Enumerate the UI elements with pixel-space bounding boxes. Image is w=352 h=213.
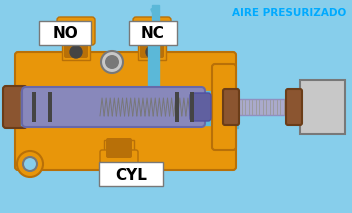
Bar <box>190 92 194 122</box>
Bar <box>21 91 37 125</box>
Bar <box>48 92 52 122</box>
Bar <box>138 38 166 60</box>
Circle shape <box>70 46 82 58</box>
Bar <box>148 22 159 102</box>
Bar <box>175 92 179 122</box>
Circle shape <box>17 151 43 177</box>
FancyBboxPatch shape <box>22 87 205 127</box>
Bar <box>291 99 305 115</box>
Text: CYL: CYL <box>115 167 147 183</box>
FancyBboxPatch shape <box>100 150 138 168</box>
Bar <box>62 38 90 60</box>
FancyBboxPatch shape <box>106 138 132 158</box>
Bar <box>21 91 232 125</box>
Circle shape <box>101 51 123 73</box>
FancyBboxPatch shape <box>99 162 163 186</box>
Text: AIRE PRESURIZADO: AIRE PRESURIZADO <box>232 8 346 18</box>
FancyBboxPatch shape <box>190 93 211 121</box>
Bar <box>142 91 158 125</box>
FancyBboxPatch shape <box>3 86 27 128</box>
Bar <box>152 5 159 25</box>
Bar <box>32 92 36 122</box>
Text: NO: NO <box>52 26 78 42</box>
Bar <box>300 80 345 134</box>
FancyBboxPatch shape <box>15 52 236 170</box>
FancyBboxPatch shape <box>223 89 239 125</box>
Circle shape <box>23 157 37 171</box>
FancyBboxPatch shape <box>64 36 88 58</box>
FancyBboxPatch shape <box>286 89 302 125</box>
Text: NC: NC <box>141 26 165 42</box>
Bar <box>18 88 238 128</box>
FancyBboxPatch shape <box>39 21 91 45</box>
FancyBboxPatch shape <box>57 17 95 45</box>
Circle shape <box>105 55 119 69</box>
FancyBboxPatch shape <box>212 64 236 150</box>
Circle shape <box>146 46 158 58</box>
FancyBboxPatch shape <box>133 17 171 45</box>
Bar <box>233 99 291 115</box>
Bar <box>22 97 29 115</box>
FancyBboxPatch shape <box>129 21 177 45</box>
Bar <box>104 140 134 158</box>
FancyBboxPatch shape <box>140 36 164 58</box>
